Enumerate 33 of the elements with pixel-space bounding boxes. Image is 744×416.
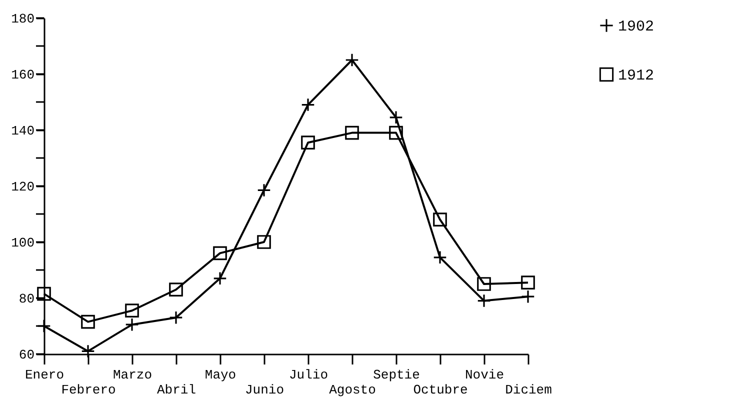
point xyxy=(257,235,271,249)
point xyxy=(433,212,447,227)
point xyxy=(389,126,403,140)
x-tick-label: Julio xyxy=(288,368,328,382)
x-tick-label: Abril xyxy=(156,382,196,398)
point xyxy=(37,286,51,301)
y-tick-label: 160 xyxy=(11,68,34,82)
x-tick-label: Octubre xyxy=(413,382,468,398)
x-tick-label: Septie xyxy=(373,368,420,382)
point xyxy=(125,304,139,318)
legend-label: 1912 xyxy=(618,68,654,84)
point xyxy=(213,246,227,260)
point xyxy=(81,314,95,329)
point xyxy=(301,136,315,150)
y-tick-label: 60 xyxy=(18,348,34,362)
y-tick-label: 80 xyxy=(18,292,34,306)
y-tick-label: 180 xyxy=(11,12,34,26)
point xyxy=(477,277,491,291)
legend-label: 1902 xyxy=(618,18,654,36)
x-tick-label: Diciem xyxy=(505,382,552,398)
x-tick-label: Junio xyxy=(244,382,284,398)
x-tick-label: Agosto xyxy=(329,382,376,398)
x-tick-label: Febrero xyxy=(61,382,116,398)
x-tick-label: Marzo xyxy=(112,368,152,382)
point xyxy=(345,126,359,140)
x-tick-label: Novie xyxy=(464,368,504,382)
x-tick-label: Mayo xyxy=(204,368,236,382)
y-tick-label: 120 xyxy=(11,180,34,194)
point xyxy=(169,282,183,297)
y-tick-label: 100 xyxy=(11,236,34,250)
x-tick-label: Enero xyxy=(24,368,64,382)
point xyxy=(521,276,535,290)
y-tick-label: 140 xyxy=(11,124,34,138)
